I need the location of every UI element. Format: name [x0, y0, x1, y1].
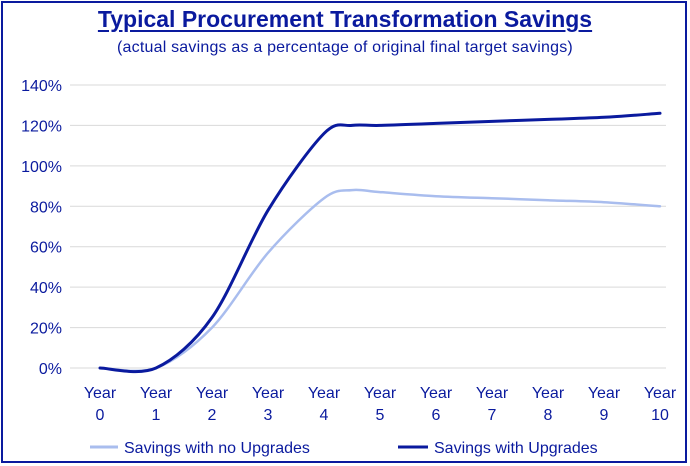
- y-tick-label: 120%: [21, 118, 62, 135]
- y-tick-label: 20%: [30, 321, 62, 338]
- legend-label: Savings with no Upgrades: [124, 440, 310, 457]
- x-tick-label: Year: [644, 385, 677, 402]
- x-tick-label: Year: [140, 385, 173, 402]
- chart-subtitle: (actual savings as a percentage of origi…: [117, 39, 573, 56]
- x-tick-label: 5: [376, 407, 385, 424]
- x-tick-label: 2: [208, 407, 217, 424]
- x-tick-label: Year: [532, 385, 565, 402]
- x-tick-label: Year: [252, 385, 285, 402]
- x-tick-label: 3: [264, 407, 273, 424]
- y-tick-label: 60%: [30, 240, 62, 257]
- x-tick-label: 0: [96, 407, 105, 424]
- series-line-with-upgrades: [98, 111, 662, 374]
- y-tick-label: 80%: [30, 199, 62, 216]
- y-tick-label: 40%: [30, 280, 62, 297]
- x-tick-label: 7: [488, 407, 497, 424]
- legend-label: Savings with Upgrades: [434, 440, 598, 457]
- y-tick-label: 140%: [21, 78, 62, 95]
- x-tick-label: 8: [544, 407, 553, 424]
- x-tick-label: Year: [364, 385, 397, 402]
- x-tick-label: 1: [152, 407, 161, 424]
- x-tick-label: Year: [196, 385, 229, 402]
- x-tick-label: 6: [432, 407, 441, 424]
- x-tick-label: Year: [476, 385, 509, 402]
- x-tick-label: Year: [84, 385, 117, 402]
- series-line-no-upgrades: [98, 188, 662, 373]
- x-tick-label: Year: [420, 385, 453, 402]
- chart-title: Typical Procurement Transformation Savin…: [97, 6, 593, 32]
- x-tick-label: Year: [308, 385, 341, 402]
- x-tick-label: 10: [651, 407, 669, 424]
- y-tick-label: 0%: [39, 361, 62, 378]
- x-tick-label: Year: [588, 385, 621, 402]
- y-tick-label: 100%: [21, 159, 62, 176]
- x-tick-label: 4: [320, 407, 329, 424]
- x-tick-label: 9: [600, 407, 609, 424]
